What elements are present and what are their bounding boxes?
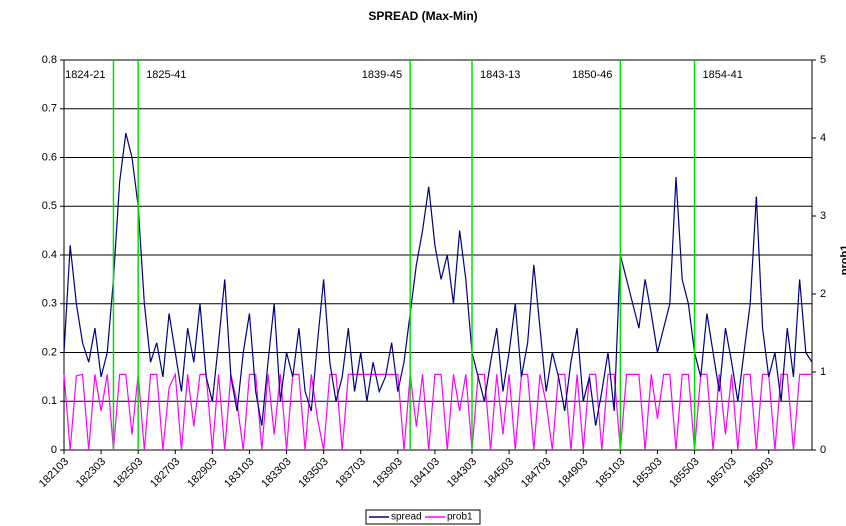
x-tick-label: 182903 xyxy=(185,456,219,490)
annotation-label: 1850-46 xyxy=(572,69,612,81)
x-tick-label: 182503 xyxy=(111,456,145,490)
annotation-label: 1854-41 xyxy=(703,69,743,81)
y2-axis-label: prob1 xyxy=(839,245,846,276)
y-tick-label: 0.3 xyxy=(42,298,57,310)
x-tick-label: 183903 xyxy=(371,456,405,490)
y2-tick-label: 5 xyxy=(820,54,826,66)
x-tick-label: 185903 xyxy=(741,456,775,490)
x-tick-label: 183303 xyxy=(259,456,293,490)
y2-tick-label: 1 xyxy=(820,366,826,378)
annotation-label: 1843-13 xyxy=(480,69,520,81)
y-tick-label: 0.5 xyxy=(42,200,57,212)
y-tick-label: 0.6 xyxy=(42,151,57,163)
x-tick-label: 184303 xyxy=(445,456,479,490)
x-tick-label: 184903 xyxy=(556,456,590,490)
legend-label: spread xyxy=(391,512,422,523)
x-tick-label: 185303 xyxy=(630,456,664,490)
x-tick-label: 182303 xyxy=(74,456,108,490)
annotation-label: 1839-45 xyxy=(362,69,402,81)
y-tick-label: 0.2 xyxy=(42,346,57,358)
x-tick-label: 183103 xyxy=(222,456,256,490)
y2-tick-label: 3 xyxy=(820,210,826,222)
y-tick-label: 0 xyxy=(51,444,57,456)
legend-box xyxy=(365,509,481,525)
annotation-label: 1825-41 xyxy=(146,69,186,81)
y2-tick-label: 0 xyxy=(820,444,826,456)
y-tick-label: 0.4 xyxy=(42,249,57,261)
y-tick-label: 0.1 xyxy=(42,395,57,407)
y-tick-label: 0.7 xyxy=(42,103,57,115)
x-tick-label: 183503 xyxy=(296,456,330,490)
series-line xyxy=(63,132,813,426)
chart-title: SPREAD (Max-Min) xyxy=(368,9,477,23)
legend: spread prob1 xyxy=(365,509,481,525)
x-tick-label: 185103 xyxy=(593,456,627,490)
x-tick-label: 182103 xyxy=(37,456,71,490)
series-line xyxy=(63,372,812,451)
legend-label: prob1 xyxy=(447,512,473,523)
y2-tick-label: 2 xyxy=(820,288,826,300)
x-tick-label: 182703 xyxy=(148,456,182,490)
y2-tick-label: 4 xyxy=(820,132,826,144)
y-tick-label: 0.8 xyxy=(42,54,57,66)
x-tick-label: 184103 xyxy=(408,456,442,490)
x-tick-label: 184703 xyxy=(519,456,553,490)
x-tick-label: 184503 xyxy=(482,456,516,490)
annotation-label: 1824-21 xyxy=(65,69,105,81)
x-tick-label: 183703 xyxy=(333,456,367,490)
x-tick-label: 185703 xyxy=(704,456,738,490)
x-tick-label: 185503 xyxy=(667,456,701,490)
